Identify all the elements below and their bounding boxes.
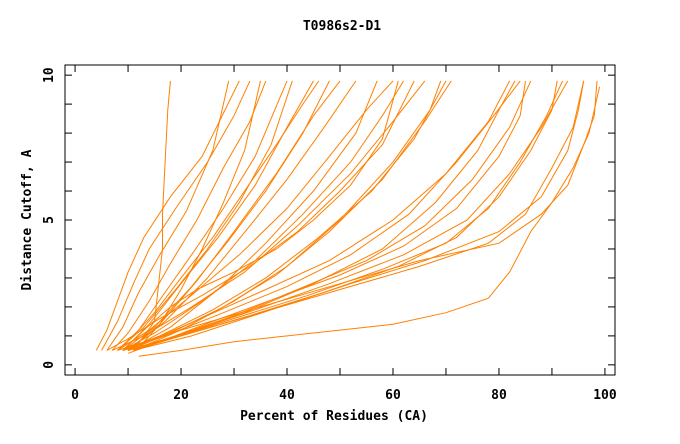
- y-tick-label: 10: [42, 67, 57, 83]
- x-axis-label: Percent of Residues (CA): [240, 409, 428, 424]
- y-tick-label: 0: [42, 361, 57, 369]
- series-line-29: [127, 80, 598, 348]
- series-line-22: [133, 80, 516, 351]
- series-line-17: [127, 80, 452, 351]
- series-line-26: [127, 80, 585, 351]
- series-line-15: [111, 80, 426, 351]
- chart-title: T0986s2-D1: [303, 19, 381, 34]
- series-line-20: [122, 80, 521, 351]
- series-line-21: [127, 80, 532, 351]
- series-line-5: [111, 80, 267, 351]
- x-tick-label: 60: [385, 388, 401, 403]
- series-line-8: [122, 80, 314, 351]
- x-tick-label: 40: [279, 388, 295, 403]
- ticks: 0 20 40 60 80 100 0 5 10: [42, 65, 617, 403]
- series-line-14: [127, 80, 378, 351]
- series-line-25: [133, 80, 569, 351]
- series-line-4: [106, 80, 230, 351]
- series-line-31: [138, 80, 261, 348]
- series-line-28: [138, 86, 601, 357]
- x-tick-label: 20: [173, 388, 189, 403]
- series-line-2: [95, 80, 240, 351]
- series-line-9: [122, 80, 330, 351]
- y-tick-label: 5: [42, 216, 57, 224]
- series-line-18: [133, 80, 442, 351]
- series-line-27: [133, 80, 585, 351]
- series-line-11: [127, 80, 357, 351]
- series-line-12: [117, 80, 394, 351]
- series-line-34: [127, 80, 526, 354]
- series-line-19: [117, 80, 511, 351]
- x-tick-label: 100: [593, 388, 617, 403]
- series-line-32: [117, 80, 320, 351]
- x-tick-label: 0: [71, 388, 79, 403]
- series-line-3: [101, 80, 251, 351]
- series-line-13: [122, 80, 405, 351]
- y-axis-label: Distance Cutoff, A: [20, 149, 35, 290]
- series-group: [95, 80, 601, 357]
- series-line-33: [106, 80, 415, 351]
- series-line-16: [122, 80, 447, 351]
- x-tick-label: 80: [491, 388, 507, 403]
- series-line-1: [132, 80, 171, 351]
- series-line-7: [117, 80, 293, 351]
